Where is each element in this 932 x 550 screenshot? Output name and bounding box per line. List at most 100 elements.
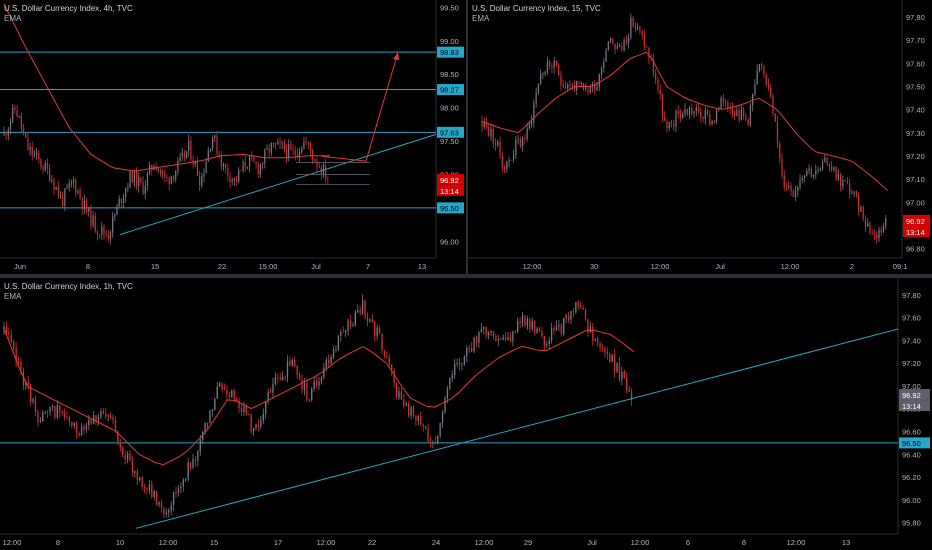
candle-body <box>216 386 218 399</box>
candle-body <box>519 320 521 323</box>
candle-body <box>318 381 320 386</box>
chart-4h-svg[interactable]: 99.5099.0098.5098.0097.5097.0096.5096.00… <box>0 0 466 274</box>
y-tick-label: 97.50 <box>440 137 459 146</box>
candle-body <box>83 426 85 431</box>
x-tick-label: 10 <box>116 538 124 547</box>
candle-body <box>112 216 114 233</box>
candle-body <box>412 407 415 416</box>
candle-body <box>713 120 715 122</box>
y-tick-label: 97.60 <box>902 314 921 323</box>
candle-body <box>449 378 451 389</box>
chart-1h-title: U.S. Dollar Currency Index, 1h, TVC <box>4 282 133 291</box>
x-tick-label: 09:1 <box>893 262 908 271</box>
candle-body <box>296 366 298 375</box>
candle-body <box>512 331 514 341</box>
candle-body <box>507 337 509 340</box>
candle-body <box>37 412 39 423</box>
candle-body <box>114 214 116 217</box>
candle-body <box>96 231 99 235</box>
candle-body <box>216 135 218 154</box>
chart-pane-1h[interactable]: 97.8097.6097.4097.2097.0096.8096.6096.40… <box>0 278 932 550</box>
candle-body <box>182 480 184 487</box>
candle-body <box>517 320 519 332</box>
candle-body <box>325 165 327 180</box>
candle-body <box>560 75 562 85</box>
candle-body <box>95 415 97 421</box>
candle-body <box>594 338 596 341</box>
candle-body <box>272 384 274 393</box>
candle-body <box>340 332 342 336</box>
candle-body <box>578 81 580 83</box>
candle-body <box>44 162 46 171</box>
candle-body <box>54 406 56 418</box>
candle-body <box>136 471 138 480</box>
candle-body <box>5 326 8 333</box>
candle-body <box>393 370 395 384</box>
candle-body <box>466 347 468 357</box>
candle-body <box>142 181 144 194</box>
candle-body <box>799 179 801 187</box>
candle-body <box>529 318 531 330</box>
candle-body <box>155 491 158 505</box>
chart-1h-svg[interactable]: 97.8097.6097.4097.2097.0096.8096.6096.40… <box>0 278 932 550</box>
candle-body <box>66 416 68 418</box>
x-tick-label: 13 <box>842 538 850 547</box>
candle-body <box>801 178 803 180</box>
candle-body <box>788 186 790 188</box>
candle-body <box>551 66 553 68</box>
projection-path <box>321 51 399 162</box>
candle-body <box>63 413 66 417</box>
candle-body <box>722 97 724 102</box>
candle-body <box>553 327 555 331</box>
candle-body <box>833 166 835 171</box>
candle-body <box>494 142 497 145</box>
candle-body <box>275 142 277 145</box>
x-tick-label: 12:00 <box>475 538 494 547</box>
candle-body <box>562 84 564 87</box>
candle-body <box>138 176 140 187</box>
chart-15m-svg[interactable]: 97.80 97.70 97.60 97.50 97.40 97.30 97.20 97.10… <box>468 0 932 274</box>
candle-body <box>207 150 209 162</box>
candle-body <box>837 173 839 180</box>
candle-body <box>515 140 517 156</box>
candle-body <box>706 110 709 115</box>
pane-divider-horizontal[interactable] <box>0 274 932 278</box>
candle-body <box>427 429 429 442</box>
candle-body <box>810 168 812 178</box>
candle-body <box>526 318 529 326</box>
candle-body <box>141 477 143 488</box>
candle-body <box>591 83 594 87</box>
candle-body <box>250 414 252 432</box>
candle-body <box>487 332 490 336</box>
candle-body <box>815 170 817 175</box>
candle-body <box>119 442 121 448</box>
chart-pane-15m[interactable]: 97.80 97.70 97.60 97.50 97.40 97.30 97.20 97.10… <box>468 0 932 274</box>
candle-body <box>83 200 86 209</box>
candle-body <box>543 335 546 346</box>
candle-body <box>42 167 44 171</box>
candle-body <box>417 416 420 421</box>
candle-body <box>90 420 92 424</box>
candle-body <box>39 421 42 423</box>
candle-body <box>468 347 470 349</box>
candle-body <box>497 141 499 145</box>
x-tick-label: 7 <box>366 262 370 271</box>
candle-body <box>75 180 77 193</box>
candle-body <box>233 390 235 399</box>
candle-body <box>243 406 245 412</box>
x-tick-label: 12:00 <box>3 538 22 547</box>
candle-body <box>693 111 695 114</box>
candle-body <box>555 60 558 66</box>
x-tick-label: 12:00 <box>523 262 542 271</box>
chart-pane-4h[interactable]: 99.5099.0098.5098.0097.5097.0096.5096.00… <box>0 0 466 274</box>
candle-body <box>218 153 220 157</box>
candle-body <box>117 431 119 443</box>
candle-body <box>359 310 361 314</box>
candle-body <box>673 123 675 127</box>
candle-body <box>189 462 192 468</box>
pane-divider-vertical[interactable] <box>466 0 468 274</box>
candle-body <box>253 157 255 163</box>
ascending-trendline <box>135 328 899 529</box>
candle-body <box>747 120 749 125</box>
x-tick-label: 15 <box>210 538 218 547</box>
